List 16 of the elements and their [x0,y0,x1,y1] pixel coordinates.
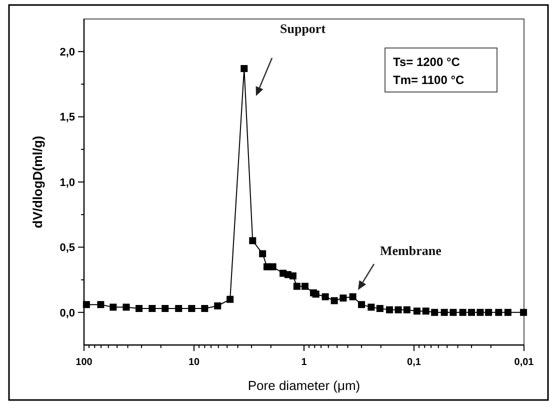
x-tick-label: 0,1 [407,357,422,368]
y-tick-label: 1,0 [60,176,75,189]
x-tick-label: 100 [76,357,93,368]
y-tick-label: 0,5 [60,242,75,254]
x-tick-label: 1 [301,357,308,368]
y-tick-label: 1,5 [60,112,75,124]
x-axis-title: Pore diameter (μm) [248,378,360,393]
x-tick-label: 10 [188,357,200,368]
y-axis-title: dV/dlogD(ml/g) [30,136,45,228]
annotation: Membrane [380,243,442,258]
x-tick-label: 0,01 [514,357,534,368]
y-tick-label: 0,0 [60,307,75,320]
annotation: Ts= 1200 °C [393,55,460,69]
annotation: Support [280,21,326,36]
annotation: Tm= 1100 °C [393,73,465,87]
y-tick-label: 2,0 [60,46,75,58]
